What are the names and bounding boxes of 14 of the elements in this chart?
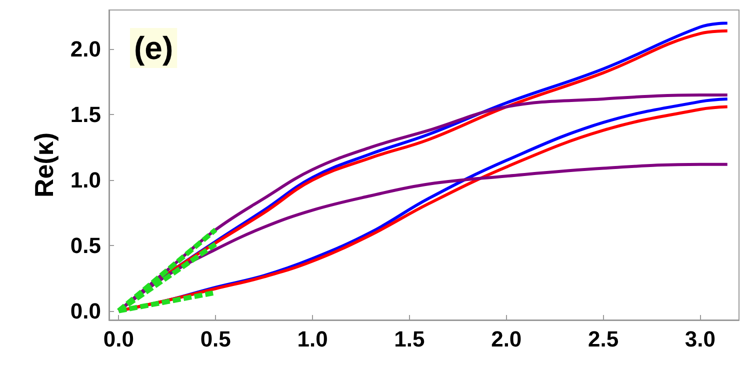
y-axis-title: Re(κ): [29, 132, 59, 198]
y-tick-label: 1.0: [70, 168, 101, 193]
x-tick-label: 2.5: [588, 326, 619, 352]
annotation: (e): [134, 30, 174, 66]
x-tick-label: 3.0: [684, 326, 716, 352]
y-tick-label: 0.5: [70, 232, 101, 258]
x-tick-label: 0.0: [103, 326, 134, 352]
x-tick-label: 1.5: [394, 326, 425, 352]
y-tick-label: 1.5: [70, 102, 101, 128]
x-tick-label: 1.0: [297, 326, 328, 352]
y-tick-label: 2.0: [70, 36, 101, 62]
x-tick-label: 2.0: [491, 326, 522, 352]
x-tick-label: 0.5: [200, 326, 231, 352]
y-tick-label: 0.0: [70, 298, 101, 324]
